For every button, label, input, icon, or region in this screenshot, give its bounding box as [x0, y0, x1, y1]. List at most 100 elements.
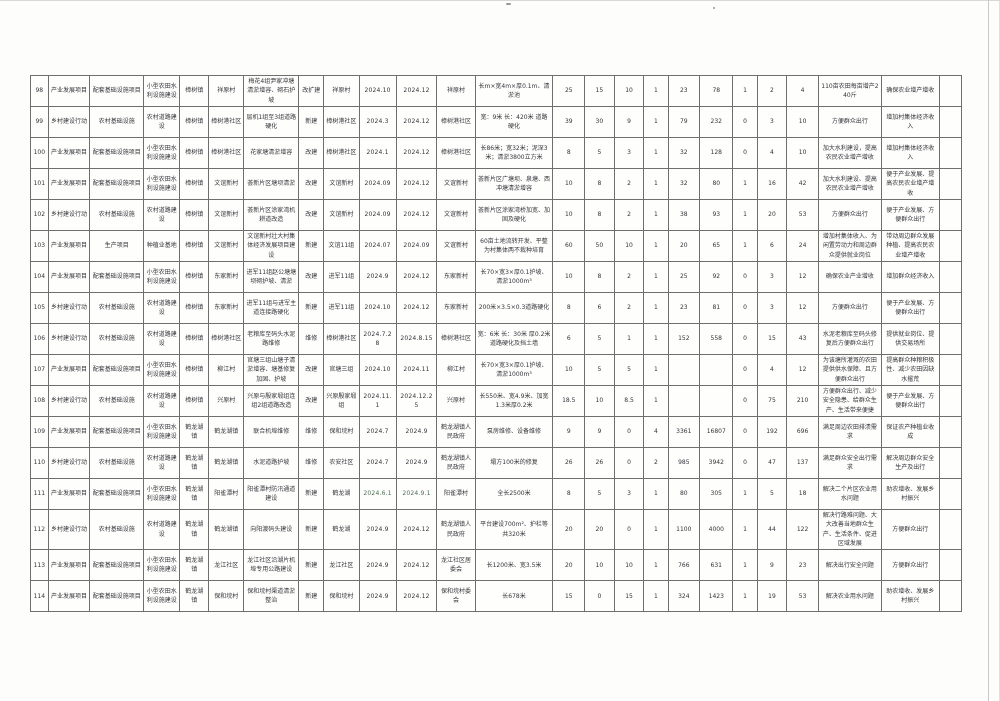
col-project-type: 产业发展项目	[47, 478, 91, 510]
col-num-4: 1	[643, 580, 669, 613]
col-num-1: 10	[552, 261, 586, 293]
col-village: 阳雀潭村	[208, 478, 245, 510]
col-start-date: 2024.09	[358, 168, 397, 200]
table-row: 103 产业发展项目 生产项目 种植业基地 樟树镇 文谊新村 文谊新村壮大村集体经济发展项目…	[30, 230, 963, 262]
col-implementing-unit: 东家新村	[436, 292, 476, 324]
col-num-5	[667, 385, 701, 417]
col-remark	[938, 478, 963, 510]
col-num-9: 696	[786, 416, 819, 448]
col-no: 106	[30, 323, 49, 355]
col-build-nature: 新建	[298, 292, 325, 324]
col-benefit-1: 加大水利建设、提高农民农业增产增收	[817, 168, 882, 200]
table-row: 112 乡村建设行动 农村基础设施 农村道路建设 鹤龙湖镇 鹤龙湖镇 向阳渡码头建设 新建 鹤龙…	[30, 508, 963, 551]
col-remark	[938, 580, 963, 613]
col-construction-type: 小型农田水利设施建设	[143, 549, 181, 582]
col-project-category: 配套基础设施项目	[89, 580, 145, 613]
col-num-9: 4	[786, 75, 819, 107]
col-num-5: 324	[667, 580, 701, 613]
col-num-4: 4	[643, 416, 669, 448]
table-row: 108 乡村建设行动 农村基础设施 农村道路建设 樟树镇 兴原村 兴原与殷家塅组连组2组道路…	[30, 385, 963, 417]
col-num-7: 1	[732, 508, 758, 551]
col-num-8: 2	[756, 75, 788, 107]
col-remark	[938, 385, 963, 417]
col-no: 99	[30, 106, 49, 138]
col-num-3: 9	[613, 106, 645, 138]
col-num-6: 128	[699, 137, 734, 169]
col-construction-type: 农村道路建设	[143, 447, 181, 479]
col-no: 104	[30, 261, 49, 293]
col-construction-type: 小型农田水利设施建设	[143, 261, 181, 293]
col-num-2: 8	[584, 199, 615, 231]
col-start-date: 2024.09	[358, 199, 397, 231]
col-build-nature: 新建	[298, 508, 325, 551]
col-location: 保和垸村	[323, 416, 360, 448]
col-project-category: 农村基础设施	[89, 106, 145, 138]
table-row: 102 乡村建设行动 农村基础设施 农村道路建设 樟树镇 文谊新村 荟新片区涂家湾机耕道改造…	[30, 199, 963, 231]
col-scale-spec: 宽：6米 长：30米 厚0.2米道路硬化及挡土墙	[474, 323, 554, 355]
col-town: 鹤龙湖镇	[179, 416, 210, 448]
col-village: 祥原村	[208, 75, 245, 107]
col-benefit-2: 增加村集体经济收入	[880, 137, 940, 169]
col-location: 樟树港社区	[323, 137, 360, 169]
col-construction-content: 阳雀潭村防汛通道建设	[243, 478, 300, 510]
table-row: 107 产业发展项目 配套基础设施项目 小型农田水利设施建设 樟树镇 柳江村 官塘三组山塘子…	[30, 354, 963, 386]
col-village: 文谊新村	[208, 168, 245, 200]
col-build-nature: 新建	[298, 580, 325, 613]
col-build-nature: 维修	[298, 416, 325, 448]
col-town: 樟树镇	[179, 292, 210, 324]
col-benefit-2: 助农增收、发展乡村振兴	[880, 580, 940, 613]
col-construction-content: 花家塘清淤增容	[243, 137, 300, 169]
col-build-nature: 维修	[298, 447, 325, 479]
col-end-date: 2024.12	[395, 199, 438, 231]
col-num-6: 232	[699, 106, 734, 138]
col-num-7: 1	[732, 168, 758, 200]
col-num-8: 6	[756, 230, 788, 262]
col-scale-spec: 长m×宽4m×厚0.1m、清淤池	[474, 75, 554, 107]
col-benefit-1: 解决农业用水问题	[817, 580, 882, 613]
col-implementing-unit: 鹤龙湖镇人民政府	[436, 416, 476, 448]
table-row: 105 乡村建设行动 农村基础设施 农村道路建设 樟树镇 东家新村 进军11组与进军主道连接…	[30, 292, 963, 324]
scan-artifact-dot	[506, 3, 511, 5]
col-num-3: 1	[613, 323, 645, 355]
col-implementing-unit: 鹤龙湖镇人民政府	[436, 447, 476, 479]
col-num-5: 32	[667, 168, 701, 200]
col-num-5	[667, 354, 701, 386]
col-build-nature: 改建	[298, 385, 325, 417]
col-num-5: 1100	[667, 508, 701, 551]
col-no: 114	[30, 580, 49, 613]
col-remark	[938, 137, 963, 169]
col-project-type: 乡村建设行动	[47, 106, 91, 138]
col-build-nature: 改建	[298, 168, 325, 200]
col-project-category: 农村基础设施	[89, 292, 145, 324]
col-village: 龙江社区	[208, 549, 245, 582]
col-num-2: 15	[584, 75, 615, 107]
col-benefit-1: 110亩农田每亩增产240斤	[817, 75, 882, 107]
col-location: 文谊新村	[323, 199, 360, 231]
col-num-8: 75	[756, 385, 788, 417]
col-num-7: 1	[732, 199, 758, 231]
col-project-type: 产业发展项目	[47, 137, 91, 169]
col-location: 进军11组	[323, 292, 360, 324]
table-row: 99 乡村建设行动 农村基础设施 农村道路建设 樟树镇 樟树港社区 层机1组至3组道路硬化新…	[30, 106, 963, 138]
col-construction-type: 小型农田水利设施建设	[143, 580, 181, 613]
col-project-category: 配套基础设施项目	[89, 137, 145, 169]
col-num-3: 0	[613, 508, 645, 551]
col-town: 樟树镇	[179, 385, 210, 417]
col-num-2: 50	[584, 230, 615, 262]
col-town: 樟树镇	[179, 199, 210, 231]
col-implementing-unit: 阳雀潭村	[436, 478, 476, 510]
col-end-date: 2024.12	[395, 106, 438, 138]
col-remark	[938, 199, 963, 231]
col-num-9: 10	[786, 106, 819, 138]
col-town: 樟树镇	[179, 354, 210, 386]
col-num-4: 1	[643, 292, 669, 324]
col-build-nature: 改扩建	[298, 75, 325, 107]
col-construction-content: 官塘三组山塘子清淤增容、塘基修复加固、护坡	[243, 354, 300, 386]
col-village: 樟树港社区	[208, 106, 245, 138]
col-no: 100	[30, 137, 49, 169]
col-location: 兴原殷家塅组	[323, 385, 360, 417]
col-num-5: 3361	[667, 416, 701, 448]
col-scale-spec: 长70×宽3×厚0.1护坡、清淤1000m³	[474, 354, 554, 386]
col-location: 保和垸村	[323, 580, 360, 613]
col-benefit-2: 提高群众种粮积极性、减少农田因缺水撂荒	[880, 354, 940, 386]
